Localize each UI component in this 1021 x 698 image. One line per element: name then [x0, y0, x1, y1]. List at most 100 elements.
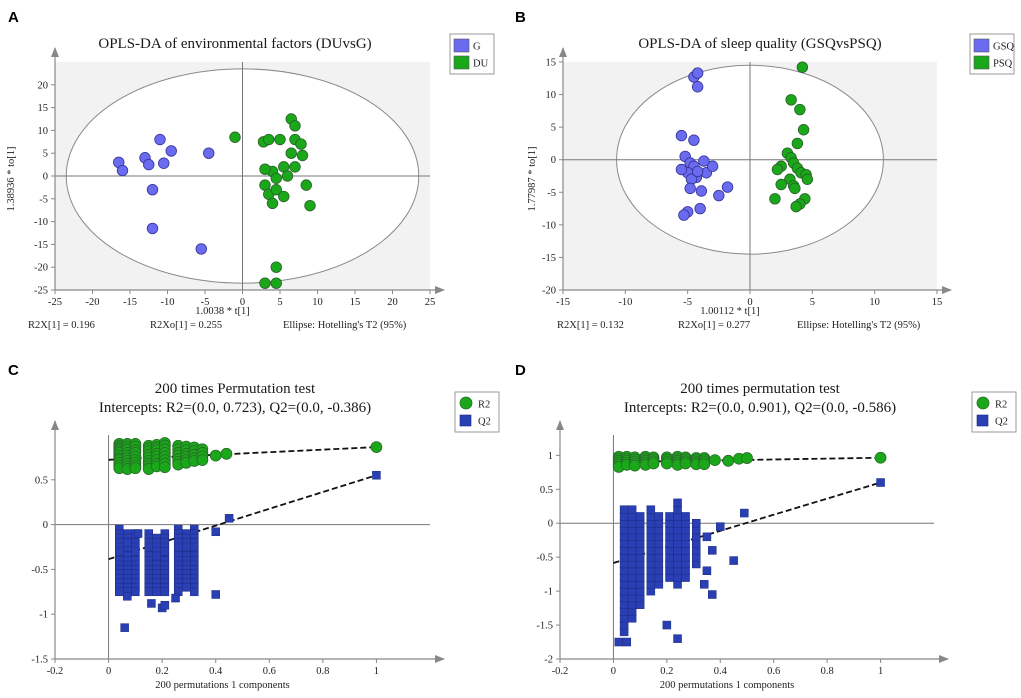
data-point: [771, 163, 784, 176]
q2-point: [665, 512, 674, 521]
q2-point: [619, 505, 629, 514]
y-tick-label: -0.5: [536, 553, 553, 564]
q2-point: [211, 527, 220, 537]
data-point: [266, 197, 279, 210]
data-point: [791, 137, 804, 150]
series-gsq: [675, 67, 734, 221]
q2-point: [681, 512, 690, 521]
y-tick-label: 1: [548, 451, 553, 462]
q2-point: [673, 634, 682, 643]
footer-text: Ellipse: Hotelling's T2 (95%): [283, 320, 407, 331]
footer-text: R2X[1] = 0.132: [557, 320, 624, 331]
y-tick-label: -5: [547, 188, 556, 199]
footer-text: R2Xo[1] = 0.277: [678, 320, 750, 331]
data-point: [698, 155, 710, 167]
panel-letter: B: [515, 9, 526, 26]
q2-point: [147, 599, 156, 608]
q2-point: [635, 512, 645, 521]
y-tick-label: -15: [542, 253, 556, 264]
q2-point: [614, 637, 624, 647]
data-point: [270, 261, 282, 273]
q2-point: [160, 600, 170, 610]
series-q2: [614, 478, 885, 647]
x-tick-label: 10: [869, 297, 880, 308]
data-point: [775, 178, 787, 191]
y-tick-label: 0.5: [540, 485, 553, 496]
x-axis-label: 1.0038 * t[1]: [195, 306, 250, 317]
legend-marker-square: [976, 414, 989, 427]
x-tick-label: 0.6: [263, 666, 276, 677]
r2-point: [722, 454, 735, 467]
legend-label: Q2: [995, 417, 1008, 428]
data-point: [270, 183, 282, 196]
legend-marker-circle: [459, 396, 473, 410]
legend-label: R2: [995, 400, 1007, 411]
q2-point: [729, 556, 738, 565]
y-tick-label: 0: [43, 172, 48, 183]
panel-letter: A: [8, 9, 19, 26]
legend-swatch: [453, 55, 470, 70]
data-point: [289, 120, 301, 132]
legend: GSQ PSQ: [969, 33, 1015, 75]
data-point: [797, 124, 810, 136]
x-tick-label: 20: [387, 297, 398, 308]
data-point: [263, 133, 275, 146]
data-point: [721, 181, 734, 193]
data-point: [274, 133, 286, 146]
q2-point: [224, 514, 234, 523]
data-point: [304, 199, 316, 212]
q2-point: [673, 498, 682, 508]
legend-label: R2: [478, 400, 490, 411]
data-point: [154, 133, 166, 146]
data-point: [790, 200, 802, 213]
x-tick-label: 0.8: [821, 666, 834, 677]
r2-point: [370, 441, 383, 453]
data-point: [158, 157, 170, 169]
r2-point: [196, 454, 209, 466]
q2-point: [115, 547, 124, 556]
y-axis-label: 1.77987 * to[1]: [527, 146, 538, 211]
data-point: [285, 147, 297, 159]
r2-point: [874, 451, 887, 464]
r2-point: [679, 457, 692, 470]
r2-point: [660, 457, 673, 470]
data-point: [295, 138, 307, 150]
legend-swatch: [973, 38, 990, 53]
y-tick-label: -1.5: [31, 655, 48, 666]
q2-point: [190, 542, 199, 552]
data-point: [259, 163, 271, 175]
y-tick-label: 0: [548, 519, 553, 530]
q2-point: [160, 587, 170, 597]
data-point: [801, 173, 814, 185]
data-point: [684, 182, 696, 195]
plot-background: [55, 435, 430, 659]
y-tick-label: 20: [38, 80, 49, 91]
data-point: [785, 94, 797, 106]
q2-point: [716, 522, 725, 531]
legend-label: GSQ: [993, 42, 1014, 53]
x-tick-label: -0.2: [47, 666, 64, 677]
r2-point: [158, 461, 171, 474]
x-tick-label: 0: [611, 666, 616, 677]
data-point: [278, 190, 290, 203]
panel-d: D -0.2 0 0.2 0.4 0.6 0.8 1 -2 -1.5 -1 -0.5 0 0.5 1 200 …: [515, 362, 1017, 691]
y-tick-label: -15: [34, 240, 48, 251]
series-g: [113, 133, 215, 255]
y-tick-label: -2: [544, 655, 553, 666]
q2-point: [740, 508, 749, 518]
data-point: [675, 163, 688, 176]
data-point: [678, 209, 690, 221]
q2-point: [646, 505, 656, 514]
data-point: [713, 189, 725, 202]
data-point: [143, 158, 155, 171]
x-tick-label: -10: [161, 297, 175, 308]
legend: G DU: [449, 33, 495, 75]
legend-swatch: [973, 55, 990, 70]
data-point: [296, 149, 309, 162]
legend-label: Q2: [478, 417, 491, 428]
y-tick-label: 5: [43, 149, 48, 160]
legend: R2 Q2: [971, 391, 1017, 433]
r2-point: [220, 447, 233, 460]
r2-point: [709, 454, 721, 467]
x-tick-label: -15: [556, 297, 570, 308]
